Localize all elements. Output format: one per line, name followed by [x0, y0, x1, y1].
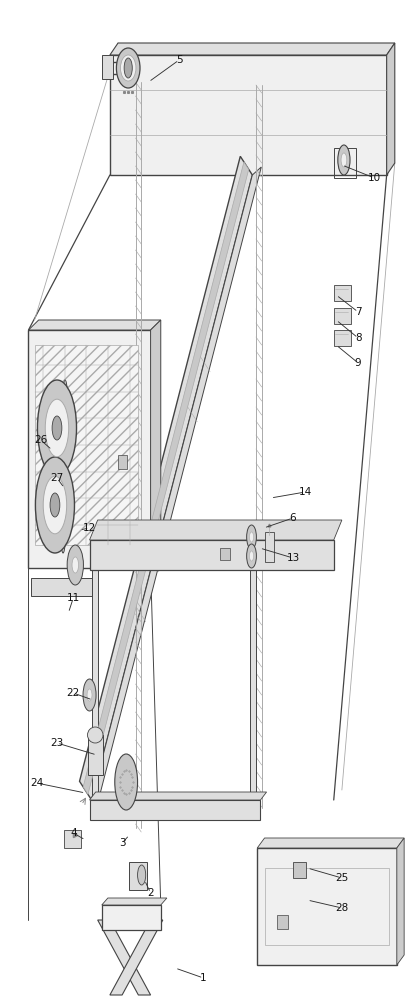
Circle shape — [338, 145, 350, 175]
Polygon shape — [90, 540, 334, 570]
Bar — [277, 915, 288, 929]
Polygon shape — [387, 43, 395, 175]
Bar — [31, 578, 92, 596]
Text: 6: 6 — [290, 513, 296, 523]
Circle shape — [341, 153, 347, 167]
Polygon shape — [397, 838, 404, 965]
Ellipse shape — [59, 457, 67, 553]
Text: 5: 5 — [176, 55, 182, 65]
Text: 23: 23 — [50, 738, 63, 748]
Ellipse shape — [61, 380, 69, 476]
Polygon shape — [79, 156, 252, 800]
Polygon shape — [83, 162, 249, 794]
Bar — [334, 308, 351, 324]
Circle shape — [115, 754, 138, 810]
Text: 24: 24 — [30, 778, 43, 788]
Text: 2: 2 — [147, 888, 154, 898]
Polygon shape — [250, 570, 256, 810]
Polygon shape — [92, 570, 98, 820]
Bar — [265, 532, 274, 562]
Text: 1: 1 — [200, 973, 207, 983]
Ellipse shape — [88, 727, 103, 743]
Text: 14: 14 — [299, 487, 312, 497]
Circle shape — [72, 557, 79, 573]
Text: 28: 28 — [335, 903, 348, 913]
Circle shape — [45, 399, 69, 457]
Circle shape — [249, 532, 254, 542]
Polygon shape — [110, 55, 387, 175]
Polygon shape — [90, 792, 267, 800]
Polygon shape — [102, 898, 167, 905]
Polygon shape — [110, 920, 163, 995]
Bar — [265, 868, 389, 945]
Text: 3: 3 — [119, 838, 125, 848]
Circle shape — [50, 493, 60, 517]
Bar — [293, 862, 306, 878]
Text: 25: 25 — [335, 873, 348, 883]
Bar — [64, 830, 81, 848]
Bar — [129, 862, 147, 890]
Text: 11: 11 — [67, 593, 80, 603]
Polygon shape — [257, 848, 397, 965]
Circle shape — [249, 551, 254, 561]
Polygon shape — [90, 800, 260, 820]
Circle shape — [138, 865, 146, 885]
Circle shape — [124, 58, 132, 78]
Bar — [88, 735, 103, 775]
Polygon shape — [28, 330, 151, 568]
Text: 7: 7 — [355, 307, 361, 317]
Text: 4: 4 — [70, 828, 77, 838]
Text: 8: 8 — [355, 333, 361, 343]
Circle shape — [247, 525, 256, 549]
Polygon shape — [28, 320, 161, 330]
Ellipse shape — [116, 48, 140, 88]
Text: 27: 27 — [50, 473, 63, 483]
Polygon shape — [98, 920, 151, 995]
Text: 26: 26 — [34, 435, 47, 445]
Bar — [118, 455, 127, 469]
Circle shape — [35, 457, 74, 553]
Polygon shape — [110, 43, 395, 55]
Circle shape — [43, 476, 67, 534]
Text: 10: 10 — [368, 173, 381, 183]
Circle shape — [37, 380, 77, 476]
Bar — [334, 330, 351, 346]
Text: 9: 9 — [355, 358, 361, 368]
Circle shape — [83, 679, 96, 711]
Polygon shape — [102, 905, 161, 930]
Polygon shape — [90, 520, 342, 540]
Text: 22: 22 — [67, 688, 80, 698]
Polygon shape — [151, 320, 161, 568]
Text: 13: 13 — [287, 553, 300, 563]
Polygon shape — [35, 345, 138, 545]
Bar — [220, 548, 230, 560]
Polygon shape — [257, 838, 404, 848]
Bar — [334, 148, 356, 178]
Ellipse shape — [120, 55, 136, 81]
Circle shape — [52, 416, 62, 440]
Polygon shape — [92, 167, 261, 800]
Bar — [334, 285, 351, 301]
Bar — [102, 55, 113, 79]
Circle shape — [87, 689, 92, 701]
Circle shape — [67, 545, 83, 585]
Circle shape — [247, 544, 256, 568]
Text: 12: 12 — [83, 523, 96, 533]
